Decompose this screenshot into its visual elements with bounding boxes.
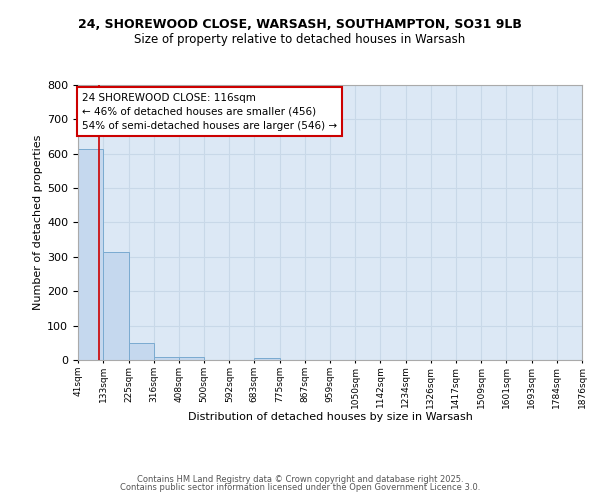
Bar xyxy=(103,252,128,360)
Bar xyxy=(78,148,103,360)
Bar xyxy=(254,358,280,360)
X-axis label: Distribution of detached houses by size in Warsash: Distribution of detached houses by size … xyxy=(188,412,472,422)
Text: Contains HM Land Registry data © Crown copyright and database right 2025.: Contains HM Land Registry data © Crown c… xyxy=(137,475,463,484)
Text: 24 SHOREWOOD CLOSE: 116sqm
← 46% of detached houses are smaller (456)
54% of sem: 24 SHOREWOOD CLOSE: 116sqm ← 46% of deta… xyxy=(82,92,337,130)
Text: 24, SHOREWOOD CLOSE, WARSASH, SOUTHAMPTON, SO31 9LB: 24, SHOREWOOD CLOSE, WARSASH, SOUTHAMPTO… xyxy=(78,18,522,30)
Text: Size of property relative to detached houses in Warsash: Size of property relative to detached ho… xyxy=(134,32,466,46)
Y-axis label: Number of detached properties: Number of detached properties xyxy=(33,135,43,310)
Bar xyxy=(179,356,204,360)
Bar xyxy=(128,343,154,360)
Bar xyxy=(154,357,179,360)
Text: Contains public sector information licensed under the Open Government Licence 3.: Contains public sector information licen… xyxy=(120,483,480,492)
